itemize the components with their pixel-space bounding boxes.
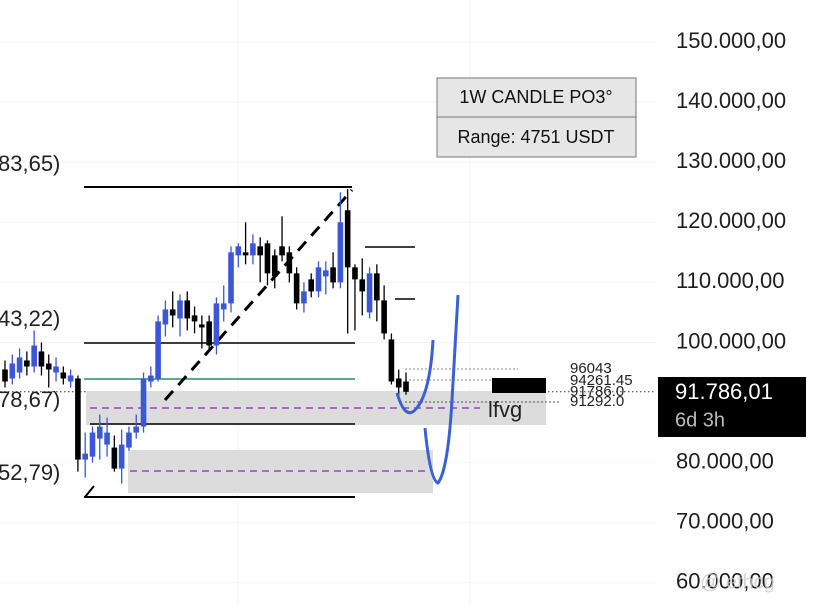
price-label: 91.786,01 — [675, 379, 773, 404]
zone-label: lfvg — [488, 397, 522, 422]
candle-body — [177, 300, 183, 319]
level-block — [492, 378, 546, 393]
candle-body — [140, 378, 147, 427]
candle-body — [395, 378, 402, 388]
candle-body — [96, 426, 103, 439]
level-label: 91786.0 — [570, 383, 624, 400]
candle-body — [301, 291, 307, 304]
candle-body — [323, 270, 329, 277]
candle-body — [191, 315, 198, 322]
y-tick-label: 100.000,00 — [676, 328, 786, 353]
candle-body — [89, 432, 96, 457]
candle-body — [16, 357, 23, 373]
y-tick-label: 70.000,00 — [676, 509, 774, 534]
level-label: 94261.45 — [570, 372, 633, 389]
candle-body — [293, 273, 300, 304]
candle-body — [67, 375, 74, 382]
candle-body — [220, 303, 227, 310]
left-label: 78,67) — [0, 387, 60, 412]
candle-body — [359, 279, 366, 292]
candle-body — [31, 345, 37, 367]
candle-body — [75, 378, 81, 460]
candle-body — [169, 309, 176, 316]
candle-body — [381, 300, 387, 334]
candle-body — [271, 255, 278, 277]
candle-body — [352, 267, 358, 280]
candle-body — [38, 351, 45, 367]
candle-body — [184, 300, 191, 319]
left-label: 52,79) — [0, 460, 60, 485]
candle-body — [45, 363, 52, 370]
candle-body — [162, 309, 169, 325]
candle-body — [286, 252, 293, 274]
candle-body — [60, 372, 67, 379]
y-tick-label: 80.000,00 — [676, 448, 774, 473]
candle-body — [118, 444, 125, 469]
candle-body — [104, 432, 110, 445]
candle-body — [2, 369, 8, 382]
y-tick-label: 110.000,00 — [676, 268, 784, 293]
drawn-curve — [423, 294, 460, 485]
panel-box — [436, 77, 637, 118]
candle-body — [206, 321, 212, 346]
candle-body — [366, 273, 373, 313]
diagonal — [163, 189, 354, 401]
candle-body — [155, 321, 161, 379]
candle-body — [111, 447, 118, 469]
drawn-curve — [395, 339, 435, 415]
candle-body — [242, 252, 249, 256]
candle-body — [24, 360, 30, 367]
candle-body — [308, 279, 315, 292]
left-label: 83,65) — [0, 151, 60, 176]
y-tick-label: 130.000,00 — [676, 148, 786, 173]
candle-body — [148, 375, 154, 382]
candle-body — [250, 243, 256, 256]
countdown: 6d 3h — [675, 409, 725, 431]
candle-body — [264, 243, 271, 274]
candle-body — [337, 222, 344, 283]
candle-body — [199, 324, 205, 328]
y-tick-label: 140.000,00 — [676, 88, 786, 113]
watermark: @ ethcg — [700, 571, 775, 593]
candles — [2, 189, 409, 484]
candle-body — [330, 267, 336, 283]
candle-body — [388, 339, 395, 382]
candle-body — [133, 426, 140, 433]
candle-body — [344, 210, 351, 268]
price-tag — [658, 377, 806, 437]
candle-body — [315, 267, 322, 292]
candle-body — [374, 273, 380, 301]
level-label: 91292.0 — [570, 393, 624, 410]
candle-body — [235, 246, 242, 256]
candle-body — [228, 252, 234, 304]
candle-body — [82, 453, 88, 460]
panel-box — [436, 116, 637, 158]
candle-body — [403, 381, 409, 392]
y-tick-label: 60.000,00 — [676, 569, 774, 594]
panel-range: Range: 4751 USDT — [457, 127, 614, 147]
panel-title: 1W CANDLE PO3° — [459, 87, 612, 107]
level-label: 96043 — [570, 360, 612, 377]
candle-body — [9, 363, 16, 379]
y-tick-label: 150.000,00 — [676, 28, 786, 53]
left-label: 43,22) — [0, 306, 60, 331]
candle-body — [53, 366, 59, 373]
y-tick-label: 120.000,00 — [676, 208, 786, 233]
y-axis: 150.000,00 140.000,00 130.000,00 120.000,00… — [676, 28, 786, 594]
candle-body — [257, 246, 263, 256]
candle-body — [279, 246, 285, 256]
candle-body — [213, 303, 220, 346]
candle-body — [126, 432, 132, 448]
diagonal — [84, 485, 95, 498]
